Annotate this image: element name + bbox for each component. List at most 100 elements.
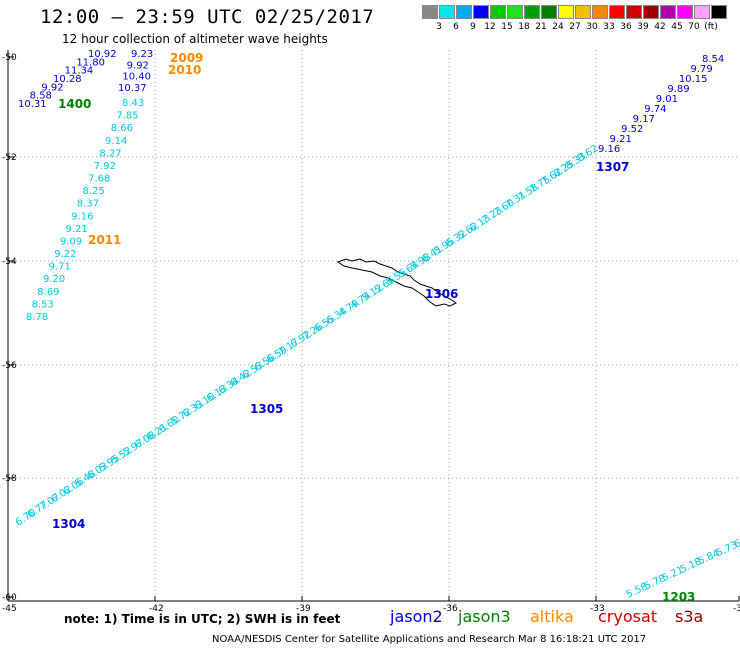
wave-height-value: 9.16 — [71, 211, 93, 222]
wave-height-value: 8.25 — [82, 186, 104, 197]
wave-height-value: 9.74 — [644, 104, 666, 115]
color-scale-swatch — [439, 5, 455, 19]
color-scale-label: 12 — [484, 22, 496, 32]
wave-height-value: 10.37 — [118, 83, 147, 94]
lon-label: -42 — [149, 604, 164, 614]
lat-label: -50 — [2, 53, 17, 63]
wave-height-value: 9.79 — [690, 64, 712, 75]
wave-height-value: 9.14 — [105, 136, 127, 147]
lon-label: -33 — [590, 604, 605, 614]
wave-height-value: 9.52 — [621, 124, 643, 135]
pass-label: 1306 — [425, 287, 458, 301]
wave-height-value: 7.92 — [94, 161, 116, 172]
color-scale-swatch — [626, 5, 642, 19]
page-subtitle: 12 hour collection of altimeter wave hei… — [62, 32, 328, 46]
wave-height-value: 10.31 — [18, 99, 47, 110]
color-scale-swatch — [473, 5, 489, 19]
lat-label: -54 — [2, 257, 17, 267]
legend-jason2: jason2 — [390, 607, 443, 626]
wave-height-value: 9.09 — [60, 236, 82, 247]
lon-label: -36 — [443, 604, 458, 614]
color-scale-label: 21 — [535, 22, 547, 32]
color-scale-label: 18 — [518, 22, 530, 32]
wave-height-value: 10.28 — [53, 74, 82, 85]
color-scale-swatch — [541, 5, 557, 19]
color-scale-swatch — [575, 5, 591, 19]
color-scale-swatch — [524, 5, 540, 19]
wave-height-value: 9.21 — [66, 224, 88, 235]
pass-label: 1203 — [662, 590, 695, 604]
lon-label: -39 — [296, 604, 311, 614]
color-scale-label: 45 — [671, 22, 683, 32]
wave-height-value: 8.78 — [26, 312, 48, 323]
wave-height-value: 7.85 — [116, 111, 138, 122]
color-scale-label: 42 — [654, 22, 666, 32]
pass-label: 1305 — [250, 402, 283, 416]
color-scale-label: 15 — [501, 22, 513, 32]
color-scale-label: (ft) — [704, 22, 718, 32]
wave-height-value: 10.15 — [679, 74, 708, 85]
wave-height-value: 9.92 — [41, 82, 63, 93]
wave-height-value: 9.92 — [127, 60, 149, 71]
wave-height-value: 9.21 — [610, 134, 632, 145]
wave-height-value: 9.17 — [633, 114, 655, 125]
wave-height-value: 11.80 — [76, 57, 105, 68]
pass-label: 1307 — [596, 160, 629, 174]
legend-jason3: jason3 — [458, 607, 511, 626]
color-scale-label: 9 — [470, 22, 476, 32]
color-scale-label: 6 — [453, 22, 459, 32]
legend-altika: altika — [530, 607, 574, 626]
color-scale-label: 70 — [688, 22, 700, 32]
wave-height-value: 10.92 — [88, 49, 117, 60]
wave-height-value: 9.01 — [656, 94, 678, 105]
wave-height-value: 9.20 — [43, 274, 65, 285]
pass-label: 2011 — [88, 233, 121, 247]
map-gridlines — [7, 50, 740, 602]
color-scale-label: 36 — [620, 22, 632, 32]
pass-label: 1304 — [52, 517, 85, 531]
color-scale-label: 27 — [569, 22, 581, 32]
wave-height-tracks: 6.706.777.076.026.065.486.035.955.525.97… — [14, 49, 740, 601]
color-scale-swatch — [490, 5, 506, 19]
wave-height-value: 8.69 — [37, 287, 59, 298]
color-scale-swatch — [507, 5, 523, 19]
color-scale-swatch — [660, 5, 676, 19]
wave-height-value: 8.37 — [77, 199, 99, 210]
color-scale-swatch — [456, 5, 472, 19]
color-scale-swatch — [609, 5, 625, 19]
wave-height-value: 9.89 — [667, 84, 689, 95]
pass-label: 1400 — [58, 97, 91, 111]
south-georgia-coastline — [336, 258, 457, 307]
wave-height-value: 8.43 — [122, 98, 144, 109]
color-scale-label: 3 — [436, 22, 442, 32]
pass-label: 2009 — [170, 51, 203, 65]
footer-credit: NOAA/NESDIS Center for Satellite Applica… — [212, 634, 647, 645]
color-scale-swatch — [558, 5, 574, 19]
wave-height-value: 8.58 — [30, 91, 52, 102]
color-scale-label: 24 — [552, 22, 564, 32]
legend-cryosat: cryosat — [598, 607, 658, 626]
pass-label: 2010 — [168, 63, 201, 77]
wave-height-value: 8.27 — [99, 148, 121, 159]
lat-label: -56 — [2, 361, 17, 371]
color-scale-label: 30 — [586, 22, 598, 32]
lat-label: -52 — [2, 153, 17, 163]
wave-height-value: 11.34 — [65, 66, 94, 77]
color-scale-swatch — [592, 5, 608, 19]
color-scale-swatch — [677, 5, 693, 19]
wave-height-value: 9.23 — [131, 49, 153, 60]
color-scale-swatch — [711, 5, 727, 19]
wave-height-value: 9.22 — [54, 249, 76, 260]
color-scale-swatch — [694, 5, 710, 19]
lat-label: -58 — [2, 474, 17, 484]
wave-height-value: 8.66 — [111, 123, 133, 134]
wave-height-value: 9.71 — [49, 262, 71, 273]
lat-label: -60 — [2, 593, 17, 603]
footer-note: note: 1) Time is in UTC; 2) SWH is in fe… — [64, 612, 341, 626]
page-title: 12:00 — 23:59 UTC 02/25/2017 — [40, 6, 375, 28]
wave-height-value: 8.53 — [32, 299, 54, 310]
color-scale-label: 39 — [637, 22, 649, 32]
lon-label: -30 — [733, 604, 740, 614]
